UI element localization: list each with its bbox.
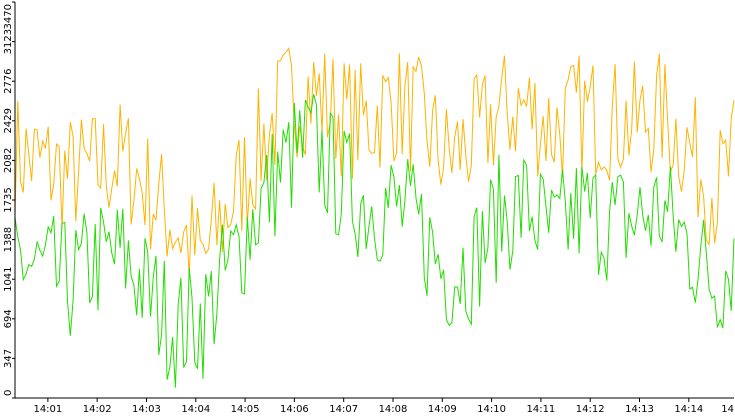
- x-tick-label: 14:01: [33, 404, 62, 415]
- x-tick-label: 14: [721, 404, 734, 415]
- x-tick-label: 14:11: [526, 404, 555, 415]
- y-tick-label: 3123: [3, 29, 14, 54]
- x-tick-label: 14:07: [329, 404, 358, 415]
- series-line-1: [14, 46, 735, 277]
- x-tick-label: 14:04: [181, 404, 210, 415]
- axis-layer: [14, 2, 734, 399]
- x-axis-ticks: 14:01 14:02 14:03 14:04 14:05 14:06 14:07 14:08…: [33, 398, 734, 415]
- series-layer: [14, 46, 735, 388]
- x-tick-label: 14:09: [428, 404, 457, 415]
- y-tick-label: 1388: [3, 227, 14, 252]
- y-tick-label: 2082: [3, 148, 14, 173]
- x-tick-label: 14:08: [379, 404, 408, 415]
- y-tick-label: 0: [3, 390, 14, 396]
- y-tick-label: 694: [3, 309, 14, 328]
- x-tick-label: 14:02: [83, 404, 112, 415]
- x-tick-label: 14:05: [231, 404, 260, 415]
- y-tick-label: 347: [3, 349, 14, 368]
- y-tick-label: 3470: [3, 4, 14, 29]
- x-tick-label: 14:06: [280, 404, 309, 415]
- x-tick-label: 14:13: [625, 404, 654, 415]
- x-tick-label: 14:03: [132, 404, 161, 415]
- x-tick-label: 14:14: [674, 404, 703, 415]
- x-tick-label: 14:12: [576, 404, 605, 415]
- y-tick-label: 2429: [3, 108, 14, 133]
- series-line-2: [14, 94, 735, 388]
- y-tick-label: 1041: [3, 266, 14, 291]
- y-tick-label: 1735: [3, 187, 14, 212]
- y-tick-label: 2776: [3, 68, 14, 93]
- x-tick-label: 14:10: [477, 404, 506, 415]
